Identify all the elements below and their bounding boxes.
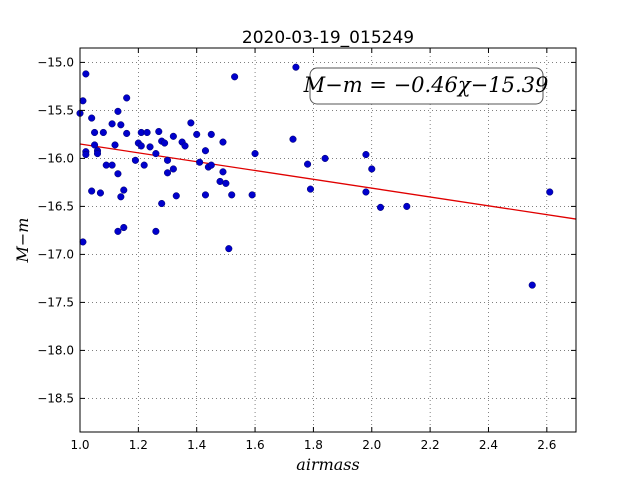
data-point <box>143 128 151 137</box>
data-point <box>114 107 122 115</box>
x-tick-label: 1.4 <box>187 438 206 452</box>
data-point <box>117 121 125 129</box>
data-point <box>99 128 107 137</box>
data-point <box>403 202 411 210</box>
data-point <box>187 119 195 127</box>
data-point <box>362 188 370 196</box>
data-point <box>219 168 227 176</box>
data-point <box>222 179 230 187</box>
data-point <box>225 245 233 253</box>
data-point <box>161 139 169 147</box>
x-tick-label: 2.4 <box>479 438 498 452</box>
data-point <box>207 130 215 138</box>
annotation-frame <box>309 67 544 105</box>
y-axis-label: M−m <box>13 218 32 264</box>
data-point <box>304 160 312 168</box>
x-tick-label: 2.0 <box>362 438 381 452</box>
data-point <box>155 127 163 136</box>
x-tick-label: 1.0 <box>70 438 89 452</box>
data-point <box>120 186 128 194</box>
y-tick-label: −16.0 <box>37 151 74 165</box>
data-point <box>228 191 236 199</box>
data-point <box>169 165 177 173</box>
data-point <box>231 73 239 81</box>
data-point <box>146 143 154 151</box>
data-point <box>140 161 148 169</box>
fit-line <box>79 143 577 220</box>
data-point <box>248 191 256 199</box>
data-point <box>114 227 122 235</box>
data-point <box>91 128 99 137</box>
data-point <box>114 170 122 178</box>
data-point <box>321 154 329 162</box>
data-point <box>201 147 210 155</box>
fit-line-group <box>79 143 577 220</box>
data-point <box>376 203 385 211</box>
data-point <box>108 120 116 128</box>
y-tick-label: −15.5 <box>37 103 74 117</box>
data-point <box>137 142 145 150</box>
x-tick-label: 1.6 <box>246 438 265 452</box>
chart-title: 2020-03-19_015249 <box>242 28 414 48</box>
data-point <box>306 185 315 193</box>
data-point <box>152 227 160 235</box>
data-point <box>123 94 131 102</box>
data-point <box>163 169 172 177</box>
y-tick-label: −15.0 <box>37 55 74 69</box>
data-point <box>362 151 370 159</box>
plot-frame <box>79 47 577 433</box>
data-point <box>96 189 104 197</box>
data-point <box>79 238 87 246</box>
data-point <box>193 130 201 138</box>
data-point <box>117 193 125 201</box>
fit-equation-label: M−m = −0.46χ−15.39 <box>303 73 549 97</box>
data-point <box>201 191 210 199</box>
data-point <box>169 132 177 140</box>
data-point <box>131 156 139 164</box>
data-point <box>219 138 227 146</box>
y-tick-label: −18.0 <box>37 343 74 357</box>
data-point <box>152 150 160 158</box>
data-point <box>88 187 96 195</box>
data-point <box>108 161 116 169</box>
y-tick-label: −18.5 <box>37 391 74 405</box>
data-point <box>368 165 376 173</box>
y-tick-label: −17.5 <box>37 295 74 309</box>
data-point <box>528 281 536 289</box>
data-point <box>207 161 215 169</box>
data-point <box>82 151 90 159</box>
x-tick-label: 1.8 <box>304 438 323 452</box>
data-point <box>88 114 96 122</box>
data-point <box>163 156 172 164</box>
x-tick-label: 2.2 <box>421 438 440 452</box>
data-point <box>82 70 90 78</box>
annotation-box: M−m = −0.46χ−15.39 <box>303 67 549 105</box>
data-point <box>123 129 131 137</box>
data-point <box>196 158 204 166</box>
data-point <box>79 97 87 105</box>
data-point <box>111 141 119 149</box>
x-axis-label: airmass <box>296 455 359 474</box>
y-tick-label: −16.5 <box>37 199 74 213</box>
y-tick-label: −17.0 <box>37 247 74 261</box>
data-point <box>289 135 297 143</box>
x-tick-label: 1.2 <box>129 438 148 452</box>
data-points <box>76 63 554 289</box>
x-tick-label: 2.6 <box>537 438 556 452</box>
data-point <box>251 150 259 158</box>
data-point <box>292 63 300 71</box>
data-point <box>93 150 102 158</box>
axis-ticks: 1.0 1.2 1.4 1.6 1.8 2.0 2.2 2.4 2.6 −15.0 −15.5 −16… <box>37 48 576 452</box>
data-point <box>181 142 189 150</box>
data-point <box>120 223 128 232</box>
data-point <box>546 188 554 196</box>
data-point <box>91 141 99 149</box>
data-point <box>172 192 180 200</box>
data-point <box>158 199 166 208</box>
